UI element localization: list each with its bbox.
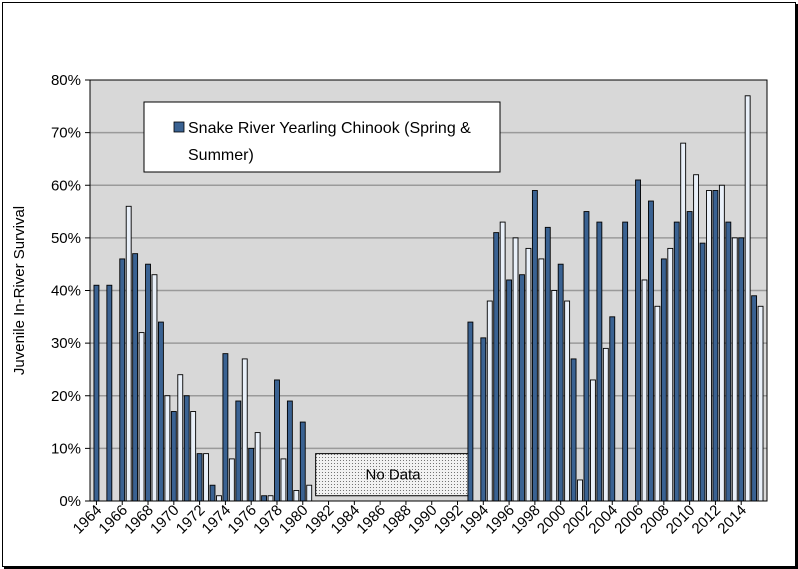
bar — [757, 305, 764, 502]
legend: Snake River Yearling Chinook (Spring & S… — [143, 101, 501, 173]
legend-swatch — [173, 121, 185, 133]
bar — [138, 332, 145, 502]
bar — [235, 400, 242, 502]
bar — [641, 279, 648, 502]
no-data-label: No Data — [366, 467, 422, 484]
bar — [609, 316, 616, 502]
bar — [267, 495, 274, 502]
bar — [551, 290, 558, 502]
bar — [228, 458, 235, 502]
bar — [596, 221, 603, 502]
bar — [506, 279, 513, 502]
bar — [667, 247, 674, 502]
bar — [486, 300, 493, 502]
bar — [744, 95, 751, 502]
bar — [145, 263, 151, 502]
bar — [712, 190, 719, 502]
bar — [93, 284, 100, 502]
bar — [525, 247, 532, 502]
bar — [209, 484, 216, 502]
y-tick-label: 70% — [51, 125, 81, 142]
bar — [544, 226, 551, 502]
bar — [106, 284, 113, 502]
bar — [557, 263, 564, 502]
bar — [280, 458, 287, 502]
no-data-region: No Data — [315, 453, 471, 497]
bar — [693, 174, 699, 502]
bar — [686, 211, 693, 502]
bar — [654, 305, 661, 502]
bar — [125, 205, 132, 502]
bar — [151, 274, 158, 502]
legend-box — [143, 101, 501, 173]
bar — [499, 221, 506, 502]
bar — [731, 237, 738, 502]
y-tick-label: 80% — [51, 72, 81, 89]
bar — [293, 490, 300, 502]
bar — [564, 300, 571, 502]
y-tick-label: 20% — [51, 388, 81, 405]
bar — [622, 221, 629, 502]
bar — [680, 142, 687, 502]
bar — [216, 495, 222, 502]
bar — [467, 321, 474, 502]
bar — [706, 190, 712, 502]
y-axis-label: Juvenile In-River Survival — [11, 206, 28, 375]
bar — [306, 484, 313, 502]
bar — [635, 179, 641, 502]
bar — [183, 395, 190, 502]
bar — [531, 190, 538, 502]
bar — [673, 221, 680, 502]
bar — [660, 258, 667, 502]
y-axis-ticks: 0% 10% 20% 30% 40% 50% 60% 70% 80% — [51, 72, 90, 510]
y-tick-label: 50% — [51, 230, 81, 247]
bar — [222, 353, 229, 502]
bar — [299, 421, 306, 502]
bar — [286, 400, 293, 502]
bar — [241, 358, 248, 502]
bar — [583, 211, 590, 502]
no-data-box — [315, 453, 471, 497]
y-tick-label: 0% — [59, 493, 81, 510]
bar — [538, 258, 545, 502]
bar — [589, 379, 596, 502]
bar — [177, 374, 184, 502]
bar — [519, 274, 525, 502]
bar — [157, 321, 164, 502]
bar — [718, 184, 725, 502]
bars-group — [93, 95, 764, 502]
legend-label-line2: Summer) — [188, 147, 254, 164]
bar — [203, 453, 209, 502]
bar — [751, 295, 758, 502]
bar — [648, 200, 654, 502]
bar — [170, 411, 177, 502]
bar — [119, 258, 126, 502]
bar — [261, 495, 268, 502]
bar — [274, 379, 280, 502]
bar — [570, 358, 577, 502]
bar — [254, 432, 261, 502]
bar — [480, 337, 487, 502]
y-tick-label: 30% — [51, 335, 81, 352]
bar — [577, 479, 583, 502]
y-tick-label: 40% — [51, 283, 81, 300]
bar — [512, 237, 519, 502]
bar — [164, 395, 171, 502]
bar — [196, 453, 203, 502]
legend-label-line1: Snake River Yearling Chinook (Spring & — [188, 120, 471, 137]
bar — [602, 347, 609, 502]
bar — [725, 221, 732, 502]
bar — [699, 242, 706, 502]
bar — [248, 447, 255, 502]
x-axis-ticks: 1964196619681970197219741976197819801982… — [70, 501, 750, 537]
y-tick-label: 10% — [51, 440, 81, 457]
bar — [493, 232, 500, 502]
y-tick-label: 60% — [51, 177, 81, 194]
bar — [190, 411, 197, 502]
bar — [132, 253, 139, 502]
x-tick-label: 2014 — [714, 502, 750, 538]
bar — [738, 237, 745, 502]
